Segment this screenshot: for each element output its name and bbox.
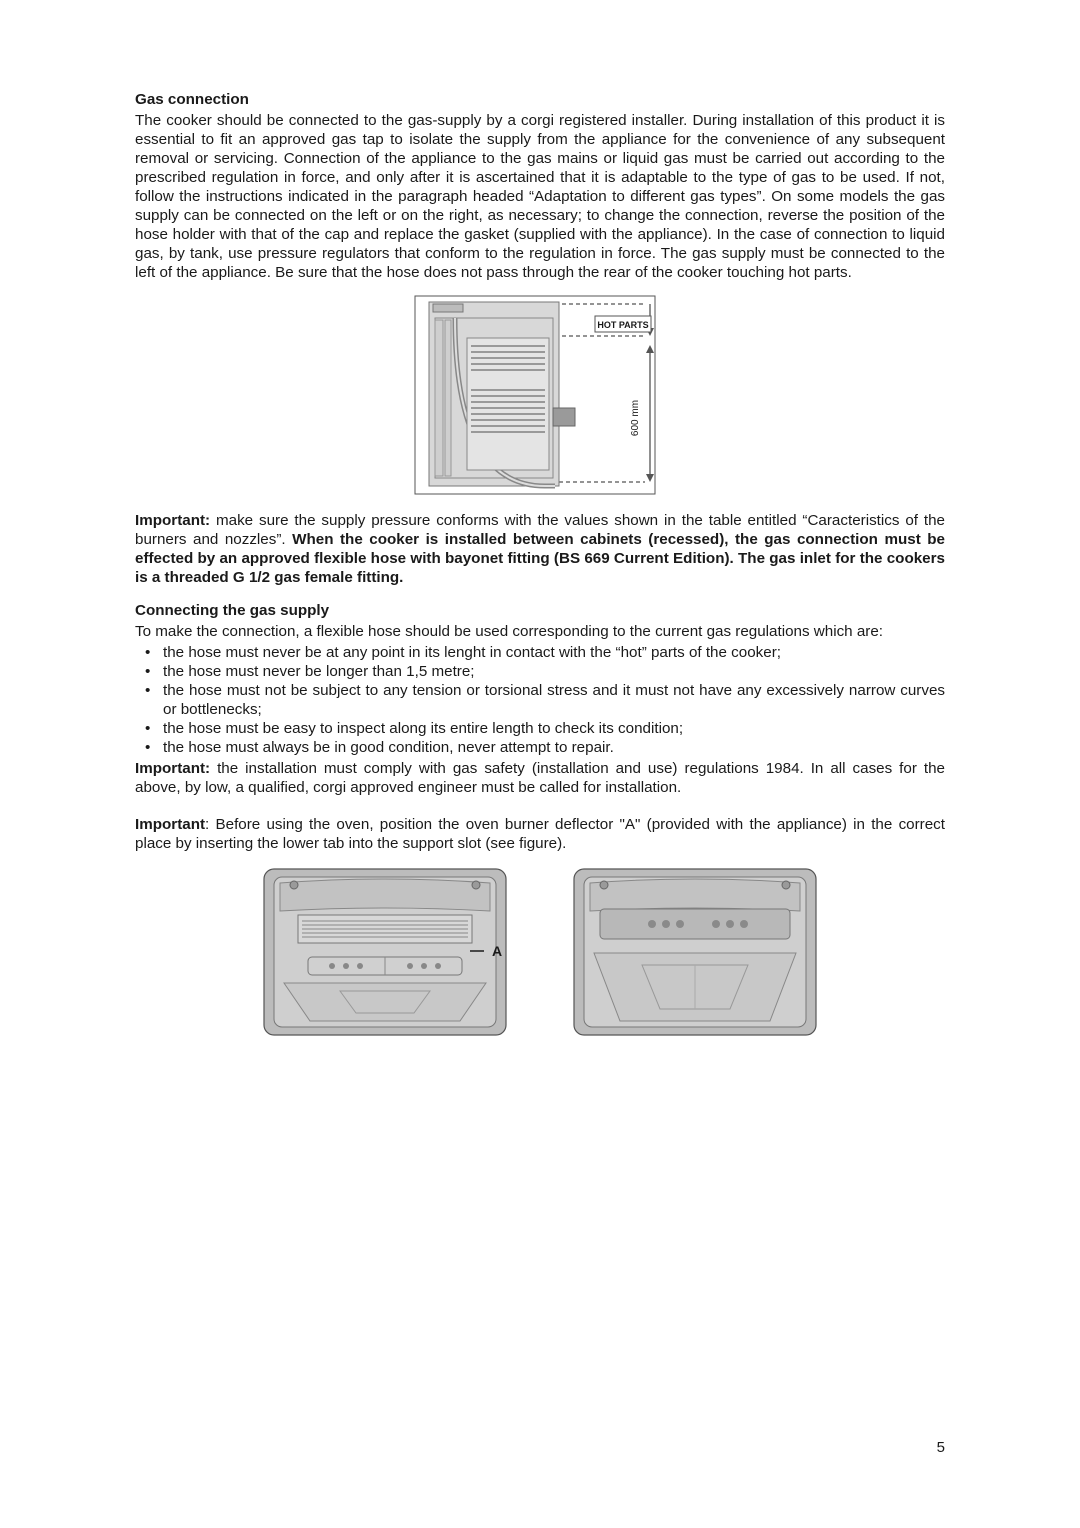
list-item: the hose must never be at any point in i… [135,643,945,662]
list-item: the hose must not be subject to any tens… [135,681,945,719]
connecting-gas-heading: Connecting the gas supply [135,601,945,620]
important2-lead: Important: [135,760,210,777]
oven-diagram-row: A [135,865,945,1045]
list-item: the hose must never be longer than 1,5 m… [135,662,945,681]
important3-body: : Before using the oven, position the ov… [135,816,945,852]
list-item: the hose must be easy to inspect along i… [135,719,945,738]
list-item: the hose must always be in good conditio… [135,738,945,757]
dimension-600mm: 600 mm [630,400,641,436]
diagram-hot-parts-wrap: HOT PARTS 600 mm [135,290,945,505]
gas-connection-heading: Gas connection [135,90,945,109]
important-installation-block: Important: the installation must comply … [135,759,945,797]
oven-diagram-left: A [260,865,510,1045]
important-deflector-block: Important: Before using the oven, positi… [135,815,945,853]
diagram-hot-parts: HOT PARTS 600 mm [405,290,675,505]
marker-a: A [492,943,502,959]
connecting-gas-intro: To make the connection, a flexible hose … [135,622,945,641]
gas-hose-requirements-list: the hose must never be at any point in i… [135,643,945,757]
page-number: 5 [937,1439,945,1458]
oven-diagram-right [570,865,820,1045]
important1-lead: Important: [135,512,210,529]
important2-body: the installation must comply with gas sa… [135,760,945,796]
important-pressure-block: Important: make sure the supply pressure… [135,511,945,587]
important3-lead: Important [135,816,205,833]
gas-connection-body: The cooker should be connected to the ga… [135,111,945,282]
hot-parts-label: HOT PARTS [597,320,648,330]
